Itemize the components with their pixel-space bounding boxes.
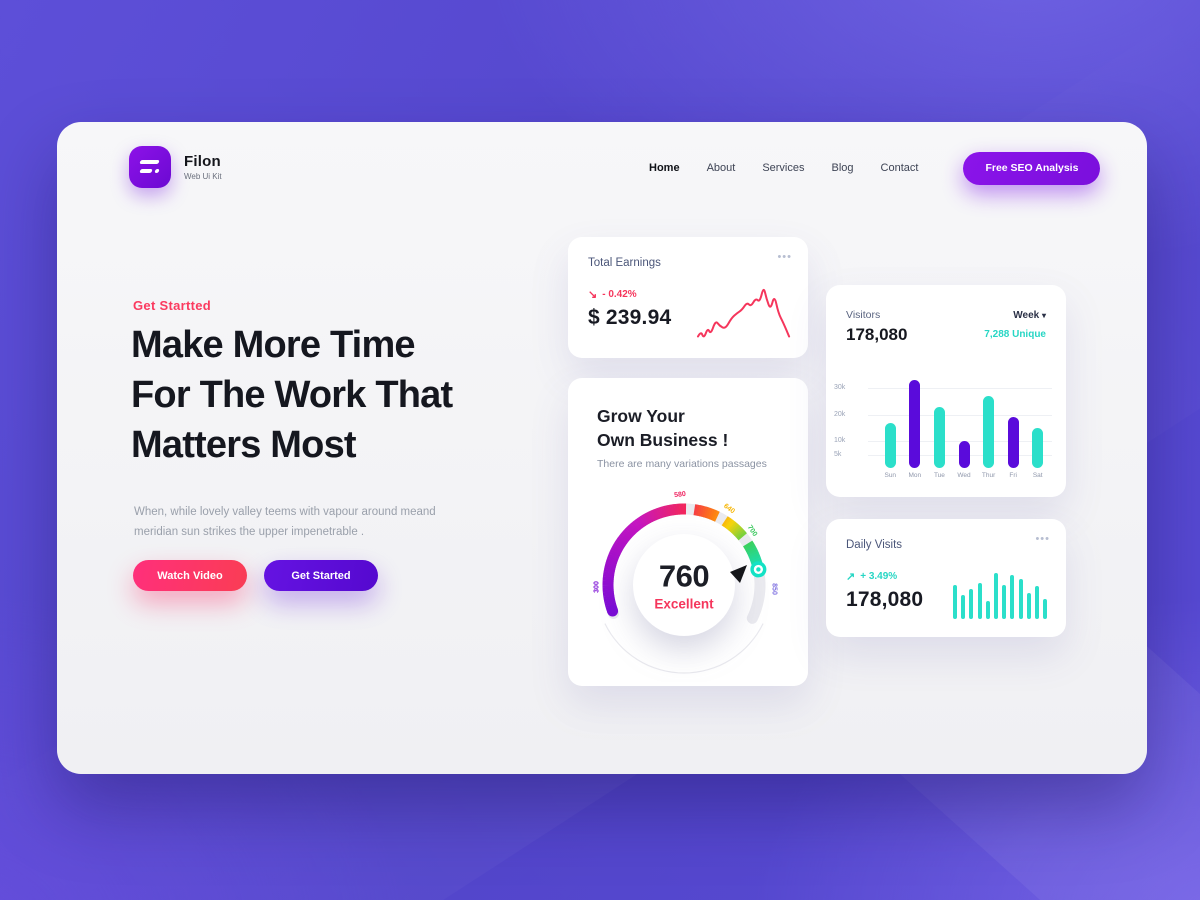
- daily-change: ↗ + 3.49%: [846, 570, 897, 583]
- watch-video-button[interactable]: Watch Video: [133, 560, 247, 591]
- gauge-scale-label: 580: [673, 490, 687, 500]
- visitors-bar-wed: [958, 441, 970, 468]
- hero-eyebrow: Get Startted: [133, 298, 212, 313]
- spark-bar: [1043, 599, 1048, 619]
- spark-bar: [953, 585, 957, 619]
- visitors-bar-sat: [1032, 428, 1044, 468]
- spark-bar: [1034, 586, 1039, 619]
- visitors-value: 178,080: [846, 325, 908, 344]
- nav-item-services[interactable]: Services: [762, 162, 805, 174]
- visitors-bar-fri: [1007, 417, 1019, 468]
- earnings-amount: $ 239.94: [588, 306, 672, 329]
- hero-title-line: For The Work That: [131, 374, 453, 416]
- daily-change-value: + 3.49%: [860, 571, 898, 582]
- x-axis-label: Sat: [1032, 472, 1043, 479]
- nav-item-contact[interactable]: Contact: [880, 162, 919, 174]
- x-axis-label: Thur: [981, 472, 996, 479]
- spark-bar: [977, 583, 982, 619]
- card-title: Visitors: [846, 309, 881, 321]
- daily-sparkbars-chart: [953, 565, 1059, 619]
- cursor-pointer-icon: [730, 565, 747, 583]
- y-axis-tick: 30k: [834, 384, 846, 391]
- grow-title-line: Grow Your: [597, 406, 685, 426]
- spark-bar: [1018, 579, 1023, 619]
- spark-bar: [1002, 585, 1007, 619]
- arrow-up-right-icon: ↗: [846, 571, 856, 583]
- x-axis-label: Fri: [1009, 472, 1017, 479]
- daily-value: 178,080: [846, 588, 924, 611]
- main-panel: Filon Web Ui Kit Home About Services Blo…: [57, 122, 1147, 774]
- grow-card-subtitle: There are many variations passages: [597, 458, 767, 470]
- earnings-change: ↘ - 0.42%: [588, 288, 637, 301]
- x-axis-label: Mon: [908, 472, 922, 479]
- spark-bar: [1026, 593, 1031, 619]
- nav-item-home[interactable]: Home: [649, 162, 680, 174]
- brand-tagline: Web Ui Kit: [184, 172, 222, 181]
- daily-visits-card: Daily Visits ••• ↗ + 3.49% 178,080: [826, 519, 1066, 637]
- brand-logo-icon: [129, 146, 171, 188]
- x-axis-label: Sun: [884, 472, 897, 479]
- spark-bar: [1010, 575, 1015, 619]
- gauge-scale-label: 300: [593, 581, 601, 593]
- period-dropdown[interactable]: Week ▾: [1013, 310, 1046, 321]
- visitors-bar-tue: [933, 406, 945, 468]
- x-axis-label: Wed: [957, 472, 971, 479]
- gridline: [868, 388, 1052, 389]
- get-started-button[interactable]: Get Started: [264, 560, 378, 591]
- visitors-bar-mon: [909, 380, 921, 468]
- card-title: Total Earnings: [588, 257, 661, 269]
- spark-bar: [985, 601, 990, 619]
- card-title: Daily Visits: [846, 539, 903, 551]
- chevron-down-icon: ▾: [1041, 311, 1046, 320]
- period-dropdown-value: Week: [1013, 310, 1040, 321]
- visitors-bar-chart: 30k 20k 10k 5k Sun Mon Tue Wed Thur Fri Sat: [826, 285, 1066, 497]
- hero-title: Make More Time For The Work That Matters…: [131, 320, 453, 470]
- spark-bar: [993, 573, 998, 619]
- visitors-bar-thur: [983, 396, 995, 468]
- grow-card-title: Grow Your Own Business !: [597, 404, 728, 452]
- brand-name: Filon: [184, 153, 221, 170]
- visitors-unique: 7,288 Unique: [984, 329, 1046, 340]
- ellipsis-menu-icon[interactable]: •••: [1035, 533, 1050, 545]
- gauge-center-readout: 760 Excellent: [654, 559, 713, 612]
- hero-title-line: Make More Time: [131, 324, 416, 366]
- visitors-card: Visitors 178,080 Week ▾ 7,288 Unique 30k…: [826, 285, 1066, 497]
- score-gauge-chart: [584, 482, 784, 682]
- y-axis-tick: 10k: [834, 437, 846, 445]
- brand: Filon Web Ui Kit: [129, 146, 222, 188]
- gauge-scale-label: 850: [770, 583, 778, 595]
- gauge-score: 760: [658, 558, 710, 594]
- nav-item-about[interactable]: About: [706, 162, 736, 174]
- spark-bar: [961, 595, 966, 619]
- spark-bar: [969, 589, 974, 619]
- earnings-change-value: - 0.42%: [602, 289, 637, 300]
- nav-item-blog[interactable]: Blog: [831, 162, 854, 174]
- ellipsis-menu-icon[interactable]: •••: [777, 251, 792, 263]
- hero-description: When, while lovely valley teems with vap…: [134, 503, 436, 542]
- total-earnings-card: Total Earnings ••• ↘ - 0.42% $ 239.94: [568, 237, 808, 358]
- gridline: [868, 414, 1052, 416]
- hero-title-line: Matters Most: [131, 424, 357, 466]
- main-nav: Home About Services Blog Contact Free SE…: [649, 151, 1101, 185]
- free-seo-analysis-button[interactable]: Free SEO Analysis: [963, 151, 1101, 185]
- hero-description-line: meridian sun strikes the upper impenetra…: [134, 525, 365, 538]
- earnings-sparkline-chart: [696, 281, 794, 345]
- arrow-down-right-icon: ↘: [588, 289, 598, 301]
- y-axis-tick: 20k: [834, 410, 846, 418]
- grow-title-line: Own Business !: [597, 430, 729, 450]
- gauge-rating: Excellent: [654, 596, 714, 612]
- visitors-bar-sun: [884, 422, 896, 468]
- y-axis-tick: 5k: [834, 450, 842, 458]
- x-axis-label: Tue: [933, 472, 945, 479]
- hero-description-line: When, while lovely valley teems with vap…: [134, 506, 436, 518]
- grow-business-card: Grow Your Own Business ! There are many …: [568, 378, 808, 686]
